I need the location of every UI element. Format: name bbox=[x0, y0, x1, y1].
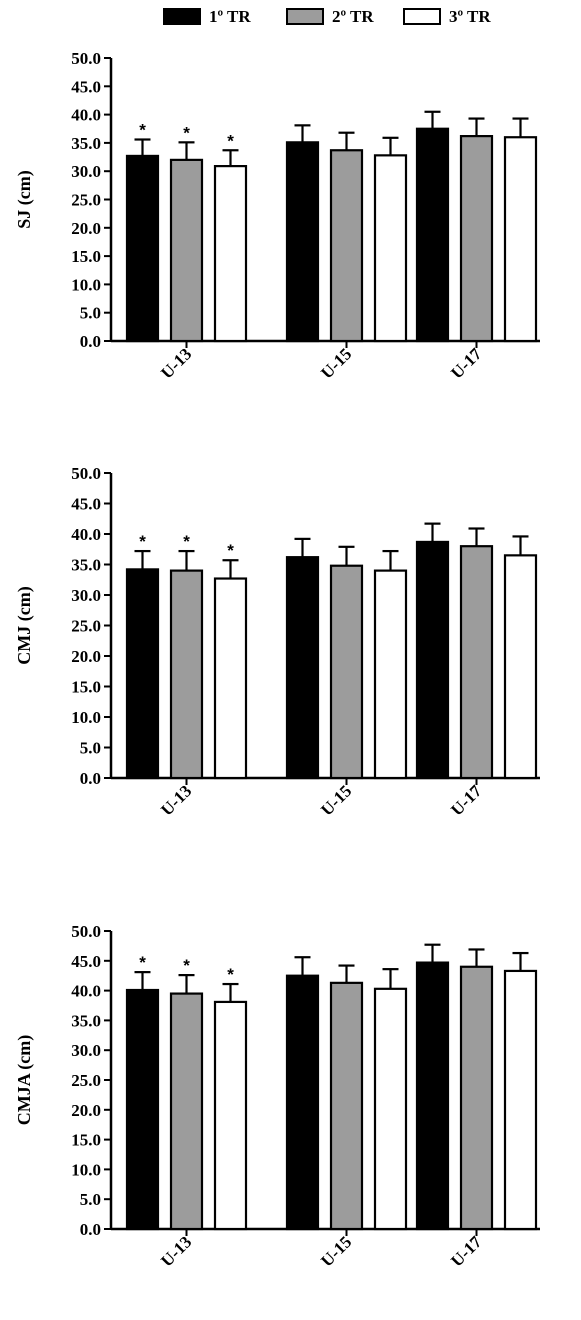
bar bbox=[373, 154, 408, 343]
y-tick-label: 20.0 bbox=[71, 219, 101, 238]
x-tick-label: U-13 bbox=[157, 781, 195, 819]
legend-swatch-3 bbox=[403, 8, 441, 25]
y-tick-label: 50.0 bbox=[71, 49, 101, 68]
bar bbox=[169, 158, 204, 343]
y-tick-label: 25.0 bbox=[71, 1071, 101, 1090]
significance-marker: * bbox=[227, 131, 234, 150]
bar bbox=[329, 981, 364, 1231]
y-tick-label: 25.0 bbox=[71, 191, 101, 210]
y-tick-label: 0.0 bbox=[80, 1220, 101, 1239]
significance-marker: * bbox=[183, 956, 190, 975]
y-axis-title: CMJA (cm) bbox=[14, 1035, 35, 1125]
bar bbox=[329, 149, 364, 343]
significance-marker: * bbox=[183, 532, 190, 551]
bar bbox=[285, 141, 320, 343]
x-tick-label: U-17 bbox=[447, 344, 485, 382]
y-tick-label: 40.0 bbox=[71, 106, 101, 125]
bar bbox=[459, 135, 494, 343]
significance-marker: * bbox=[227, 541, 234, 560]
y-tick-label: 15.0 bbox=[71, 1131, 101, 1150]
bar bbox=[459, 965, 494, 1231]
y-tick-label: 20.0 bbox=[71, 647, 101, 666]
bar bbox=[373, 569, 408, 780]
y-tick-label: 45.0 bbox=[71, 495, 101, 514]
legend-swatch-1 bbox=[163, 8, 201, 25]
bar bbox=[125, 988, 160, 1231]
x-tick-label: U-17 bbox=[447, 781, 485, 819]
significance-marker: * bbox=[183, 123, 190, 142]
y-tick-label: 30.0 bbox=[71, 586, 101, 605]
legend-label-2: 2º TR bbox=[332, 7, 374, 26]
significance-marker: * bbox=[139, 121, 146, 140]
bar bbox=[373, 987, 408, 1231]
x-tick-label: U-13 bbox=[157, 1232, 195, 1270]
y-tick-label: 15.0 bbox=[71, 247, 101, 266]
bar bbox=[329, 564, 364, 780]
y-tick-label: 5.0 bbox=[80, 739, 101, 758]
x-tick-label: U-17 bbox=[447, 1232, 485, 1270]
x-tick-label: U-15 bbox=[317, 1232, 355, 1270]
bar bbox=[503, 554, 538, 780]
y-axis-title: SJ (cm) bbox=[14, 170, 35, 228]
y-tick-label: 40.0 bbox=[71, 982, 101, 1001]
y-tick-label: 5.0 bbox=[80, 304, 101, 323]
x-tick-label: U-13 bbox=[157, 344, 195, 382]
y-tick-label: 5.0 bbox=[80, 1190, 101, 1209]
y-tick-label: 40.0 bbox=[71, 525, 101, 544]
significance-marker: * bbox=[139, 532, 146, 551]
bar bbox=[125, 568, 160, 780]
cmj-chart: 0.0 5.0 10.0 15.0 20.0 25.0 30.0 35.0 40.0 45.0 50… bbox=[14, 464, 540, 820]
bar bbox=[503, 969, 538, 1231]
cmja-chart: 0.0 5.0 10.0 15.0 20.0 25.0 30.0 35.0 40.0 45.0 50… bbox=[14, 922, 540, 1271]
y-tick-label: 30.0 bbox=[71, 1041, 101, 1060]
legend-label-3: 3º TR bbox=[449, 7, 491, 26]
x-tick-label: U-15 bbox=[317, 344, 355, 382]
y-tick-label: 0.0 bbox=[80, 332, 101, 351]
y-tick-label: 0.0 bbox=[80, 769, 101, 788]
x-tick-label: U-15 bbox=[317, 781, 355, 819]
y-axis-title: CMJ (cm) bbox=[14, 586, 35, 664]
y-tick-label: 45.0 bbox=[71, 952, 101, 971]
bar bbox=[415, 961, 450, 1231]
bar bbox=[459, 545, 494, 780]
y-tick-label: 50.0 bbox=[71, 464, 101, 483]
chart-legend: 1º TR 2º TR 3º TR bbox=[0, 0, 581, 34]
bar bbox=[169, 992, 204, 1231]
y-tick-label: 10.0 bbox=[71, 708, 101, 727]
bar bbox=[503, 136, 538, 343]
bar bbox=[213, 1000, 248, 1231]
legend-label-1: 1º TR bbox=[209, 7, 251, 26]
bar bbox=[285, 556, 320, 780]
significance-marker: * bbox=[227, 965, 234, 984]
bar bbox=[285, 974, 320, 1231]
bar bbox=[415, 127, 450, 343]
y-tick-label: 45.0 bbox=[71, 77, 101, 96]
significance-marker: * bbox=[139, 953, 146, 972]
y-tick-label: 10.0 bbox=[71, 275, 101, 294]
y-tick-label: 50.0 bbox=[71, 922, 101, 941]
bar bbox=[213, 577, 248, 780]
legend-swatch-2 bbox=[286, 8, 324, 25]
sj-chart: 0.0 5.0 10.0 15.0 20.0 25.0 30.0 35.0 40.0 45.0 50… bbox=[14, 49, 540, 383]
bar bbox=[169, 569, 204, 780]
y-tick-label: 35.0 bbox=[71, 1011, 101, 1030]
y-tick-label: 20.0 bbox=[71, 1101, 101, 1120]
y-tick-label: 25.0 bbox=[71, 617, 101, 636]
bar bbox=[213, 165, 248, 343]
y-tick-label: 30.0 bbox=[71, 162, 101, 181]
y-tick-label: 35.0 bbox=[71, 556, 101, 575]
bar bbox=[415, 540, 450, 780]
y-tick-label: 10.0 bbox=[71, 1160, 101, 1179]
y-tick-label: 35.0 bbox=[71, 134, 101, 153]
bar bbox=[125, 154, 160, 343]
y-tick-label: 15.0 bbox=[71, 678, 101, 697]
